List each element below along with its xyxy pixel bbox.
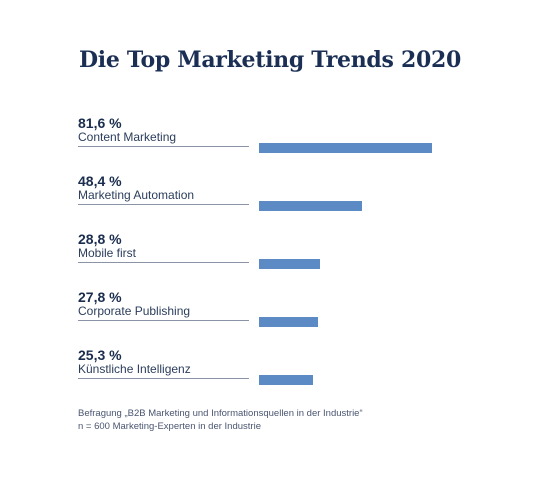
label-underline [78, 146, 249, 147]
bar-row: 25,3 % Künstliche Intelligenz [78, 347, 458, 397]
bar-row: 28,8 % Mobile first [78, 231, 458, 281]
label-underline [78, 204, 249, 205]
category-label: Content Marketing [78, 130, 177, 144]
bar [259, 317, 318, 327]
bar-row: 27,8 % Corporate Publishing [78, 289, 458, 339]
bar [259, 201, 362, 211]
bar-row: 48,4 % Marketing Automation [78, 173, 458, 223]
chart-title: Die Top Marketing Trends 2020 [79, 47, 461, 73]
footnote-sample: n = 600 Marketing-Experten in der Indust… [78, 421, 261, 432]
bar-row: 81,6 % Content Marketing [78, 115, 458, 165]
data-label: 28,8 % [78, 231, 122, 247]
category-label: Corporate Publishing [78, 304, 191, 318]
data-label: 25,3 % [78, 347, 122, 363]
label-underline [78, 262, 249, 263]
data-label: 81,6 % [78, 115, 122, 131]
bar [259, 259, 321, 269]
data-label: 48,4 % [78, 173, 122, 189]
category-label: Mobile first [78, 246, 137, 260]
label-underline [78, 320, 249, 321]
footnote-survey: Befragung „B2B Marketing und Information… [78, 408, 363, 419]
bar [259, 143, 432, 153]
category-label: Marketing Automation [78, 188, 195, 202]
category-label: Künstliche Intelligenz [78, 362, 191, 376]
bar [259, 375, 313, 385]
label-underline [78, 378, 249, 379]
data-label: 27,8 % [78, 289, 122, 305]
